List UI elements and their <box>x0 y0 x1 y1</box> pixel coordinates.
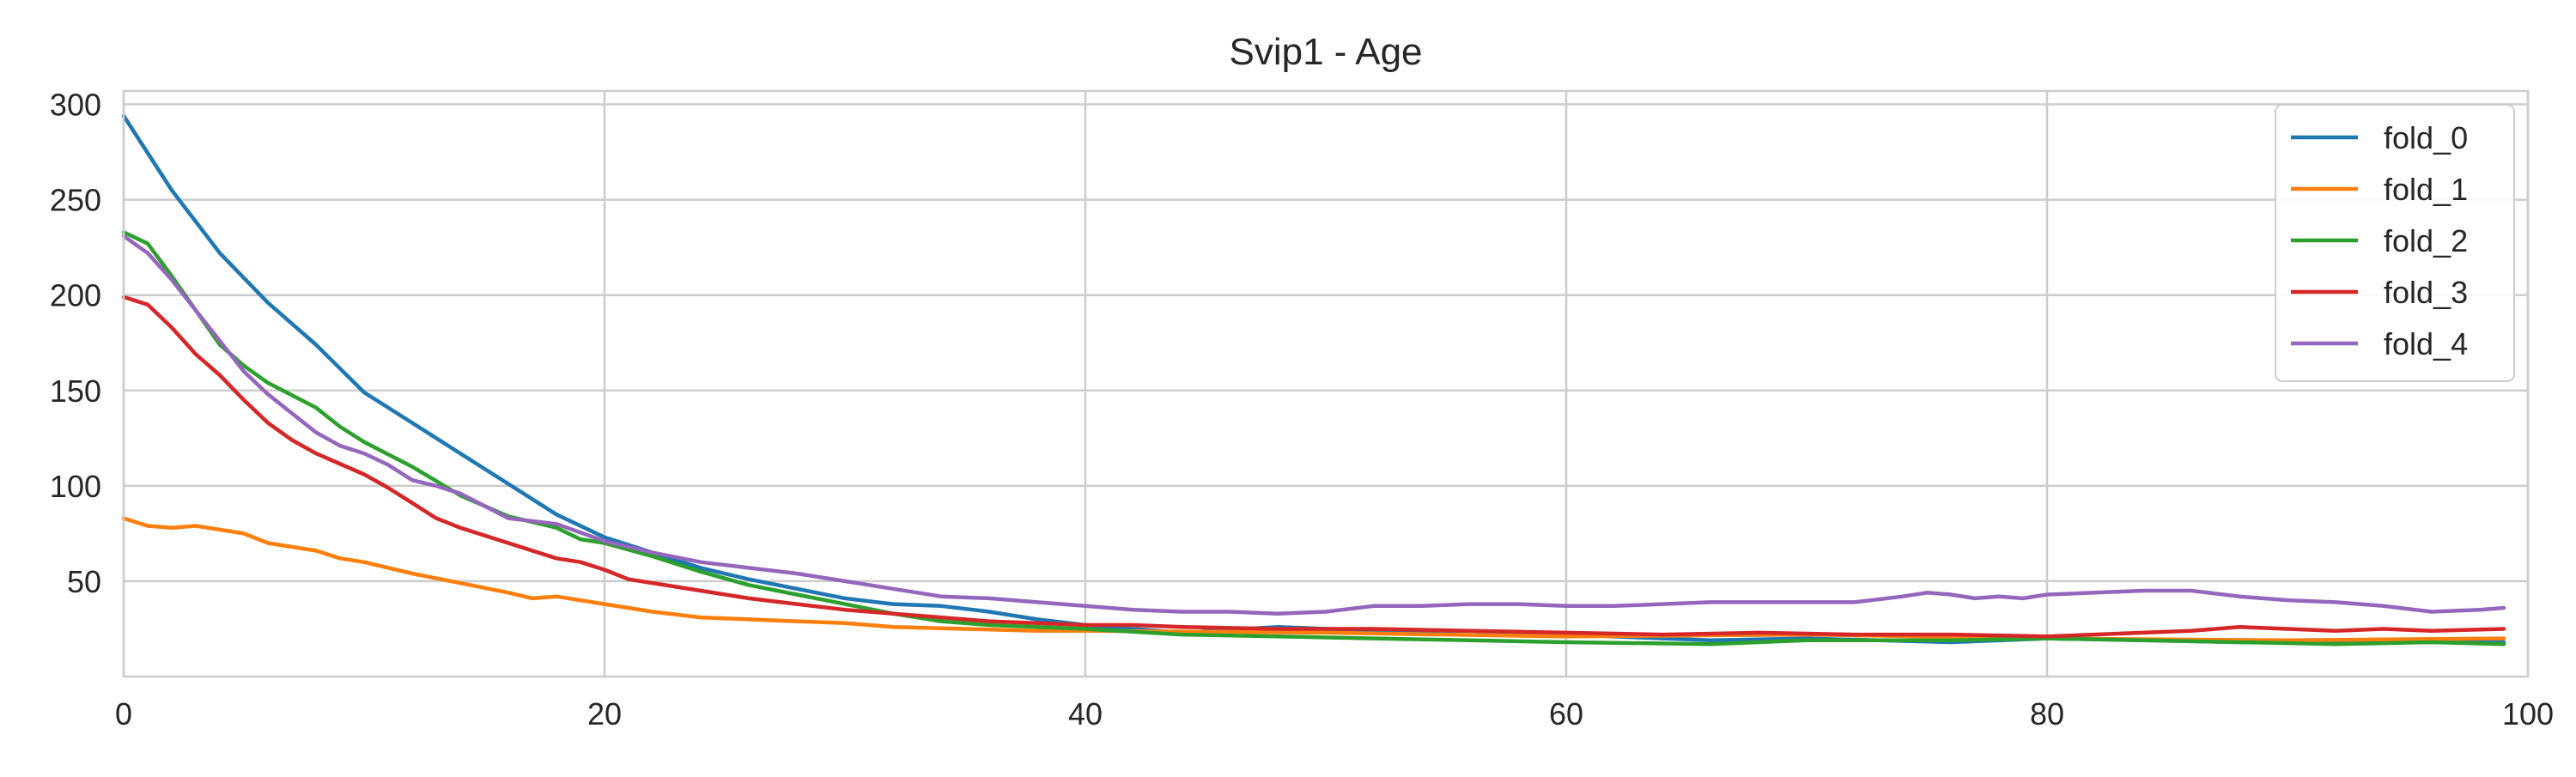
series-line-fold-2 <box>121 230 2506 646</box>
legend-label: fold_1 <box>2384 172 2468 207</box>
x-tick-label: 100 <box>2502 696 2554 731</box>
x-tick-label: 40 <box>1068 696 1103 731</box>
series-line-fold-1 <box>121 516 2506 643</box>
legend-label: fold_4 <box>2384 326 2468 361</box>
y-tick-label: 300 <box>50 88 101 123</box>
y-tick-label: 100 <box>50 469 101 504</box>
legend-label: fold_0 <box>2384 120 2468 155</box>
x-tick-label: 60 <box>1549 696 1583 731</box>
y-tick-label: 150 <box>50 373 101 409</box>
series-lines <box>121 113 2506 646</box>
series-line-fold-3 <box>121 294 2506 639</box>
y-tick-label: 200 <box>50 278 101 313</box>
x-tick-label: 80 <box>2030 696 2064 731</box>
series-line-fold-4 <box>121 234 2506 616</box>
legend-label: fold_3 <box>2384 275 2468 310</box>
y-tick-label: 250 <box>50 183 101 218</box>
chart-title: Svip1 - Age <box>1229 31 1422 73</box>
legend-label: fold_2 <box>2384 223 2468 258</box>
x-tick-label: 0 <box>115 696 132 731</box>
axis-ticks: 0 20 40 60 80 100 50 100 150 200 250 300 <box>50 88 2554 731</box>
legend-box <box>2275 104 2515 382</box>
plot-frame <box>122 89 2530 678</box>
y-tick-label: 50 <box>67 564 101 599</box>
series-line-fold-0 <box>121 113 2506 645</box>
legend: fold_0 fold_1 fold_2 fold_3 fold_4 <box>2275 104 2515 382</box>
x-tick-label: 20 <box>587 696 622 731</box>
